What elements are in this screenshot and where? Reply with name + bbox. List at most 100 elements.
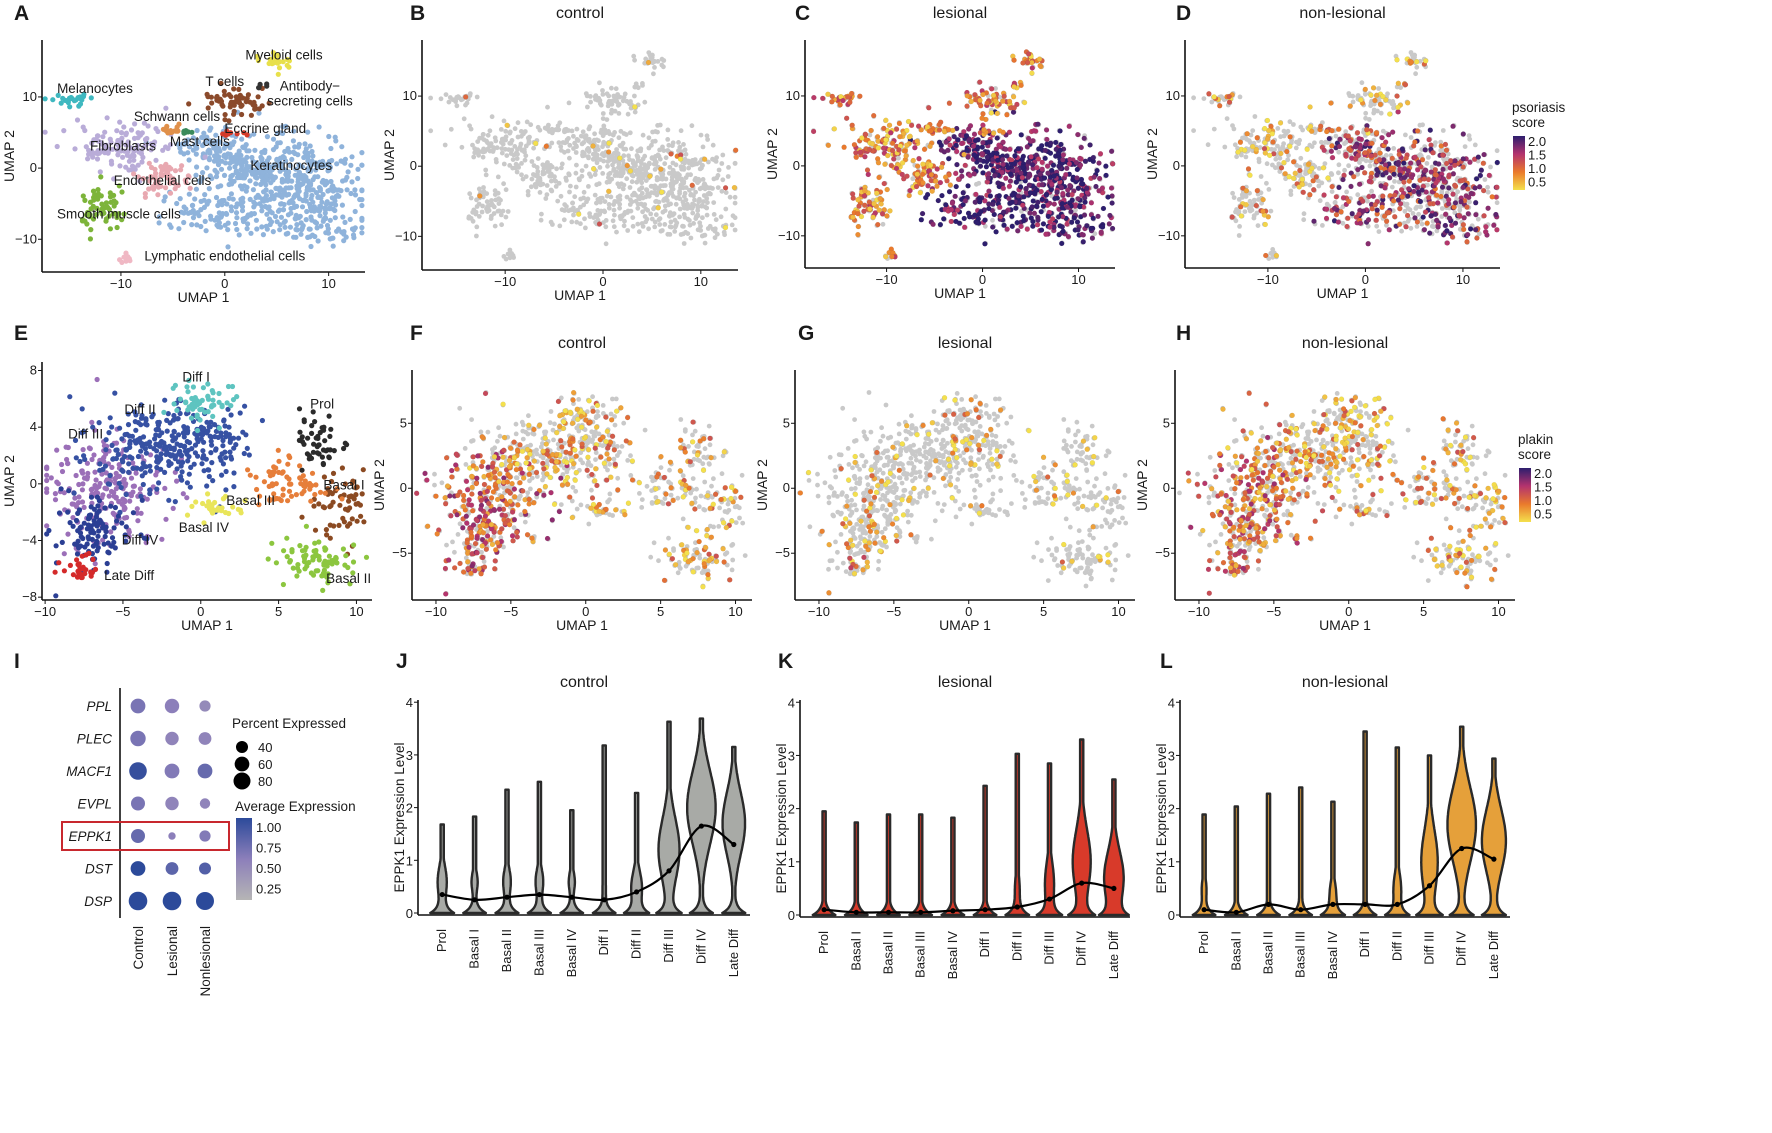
background-cell-point xyxy=(719,188,725,194)
scored-cell-point xyxy=(1031,128,1037,134)
background-cell-point xyxy=(719,161,725,166)
scored-cell-point xyxy=(878,201,884,207)
background-cell-point xyxy=(442,142,448,148)
cell-point xyxy=(242,216,248,222)
scored-cell-point xyxy=(887,208,893,214)
cell-point xyxy=(253,181,259,187)
scored-cell-point xyxy=(928,172,935,178)
background-cell-point xyxy=(910,176,916,182)
cell-point xyxy=(359,225,365,231)
background-cell-point xyxy=(467,191,473,197)
scored-cell-point xyxy=(1081,135,1087,142)
scored-cell-point xyxy=(857,93,863,99)
scored-cell-point xyxy=(576,211,582,217)
cell-point xyxy=(233,210,240,216)
scored-cell-point xyxy=(1020,202,1026,208)
cell-point xyxy=(300,197,306,204)
cell-point xyxy=(226,181,232,188)
scored-cell-point xyxy=(920,161,926,167)
cell-point xyxy=(160,147,166,153)
scored-cell-point xyxy=(1066,161,1073,167)
background-cell-point xyxy=(428,95,433,101)
background-cell-point xyxy=(649,190,654,196)
background-cell-point xyxy=(467,123,472,129)
background-cell-point xyxy=(1494,148,1500,154)
cell-point xyxy=(320,218,326,224)
background-cell-point xyxy=(707,223,713,229)
cell-point xyxy=(207,127,213,133)
cell-point xyxy=(261,196,267,202)
scored-cell-point xyxy=(543,143,549,149)
cell-point xyxy=(153,126,159,132)
background-cell-point xyxy=(608,194,614,200)
background-cell-point xyxy=(539,211,544,217)
cell-point xyxy=(264,173,270,179)
background-cell-point xyxy=(660,171,666,177)
cell-point xyxy=(270,136,277,142)
cell-point xyxy=(334,161,340,167)
cell-point xyxy=(299,164,305,170)
cell-point xyxy=(203,228,209,234)
cell-point xyxy=(345,169,351,175)
background-cell-point xyxy=(656,199,662,205)
background-cell-point xyxy=(657,122,663,128)
scored-cell-point xyxy=(929,188,935,194)
cell-point xyxy=(342,177,349,183)
scored-cell-point xyxy=(702,156,708,162)
background-cell-point xyxy=(1420,122,1425,128)
background-cell-point xyxy=(661,196,667,202)
cell-point xyxy=(280,166,287,172)
scored-cell-point xyxy=(1080,239,1086,245)
background-cell-point xyxy=(597,196,603,202)
background-cell-point xyxy=(682,156,688,162)
cluster-label: Keratinocytes xyxy=(250,158,332,173)
cell-point xyxy=(255,163,261,169)
cell-point xyxy=(221,172,228,178)
background-cell-point xyxy=(438,96,444,102)
scored-cell-point xyxy=(1058,141,1064,148)
scored-cell-point xyxy=(884,186,890,193)
cell-point xyxy=(219,158,225,164)
scored-cell-point xyxy=(917,190,923,196)
background-cell-point xyxy=(1419,221,1425,227)
cell-point xyxy=(103,200,109,206)
cluster-label: Endothelial cells xyxy=(114,173,212,188)
cell-point xyxy=(342,156,348,162)
background-cell-point xyxy=(698,132,704,138)
scored-cell-point xyxy=(905,118,912,125)
background-cell-point xyxy=(579,141,585,147)
cell-point xyxy=(318,223,324,229)
cell-point xyxy=(294,227,300,233)
cell-point xyxy=(340,214,346,220)
background-cell-point xyxy=(653,129,658,134)
cell-point xyxy=(292,172,298,178)
cell-point xyxy=(158,164,164,170)
background-cell-point xyxy=(614,150,620,156)
scored-cell-point xyxy=(1087,142,1093,148)
cell-point xyxy=(204,165,210,171)
y-axis-title: UMAP 2 xyxy=(1,130,17,182)
background-cell-point xyxy=(481,132,486,137)
cell-point xyxy=(256,106,262,112)
background-cell-point xyxy=(501,118,507,124)
cell-point xyxy=(323,178,329,184)
scored-cell-point xyxy=(945,147,951,153)
background-cell-point xyxy=(662,203,668,209)
scored-cell-point xyxy=(966,137,972,143)
cell-point xyxy=(319,199,325,205)
scored-cell-point xyxy=(888,130,894,136)
cell-point xyxy=(215,224,221,230)
cluster-label: Fibroblasts xyxy=(90,139,156,154)
scored-cell-point xyxy=(811,94,817,101)
cell-point xyxy=(209,175,215,182)
scored-cell-point xyxy=(1019,156,1025,163)
background-cell-point xyxy=(1342,167,1347,173)
scored-cell-point xyxy=(655,205,661,211)
x-tick-label: −10 xyxy=(494,274,516,289)
cell-point xyxy=(246,148,252,154)
scored-cell-point xyxy=(645,59,652,66)
y-tick-label: −10 xyxy=(395,228,417,243)
background-cell-point xyxy=(489,198,494,203)
scored-cell-point xyxy=(617,155,623,161)
background-cell-point xyxy=(636,229,642,235)
